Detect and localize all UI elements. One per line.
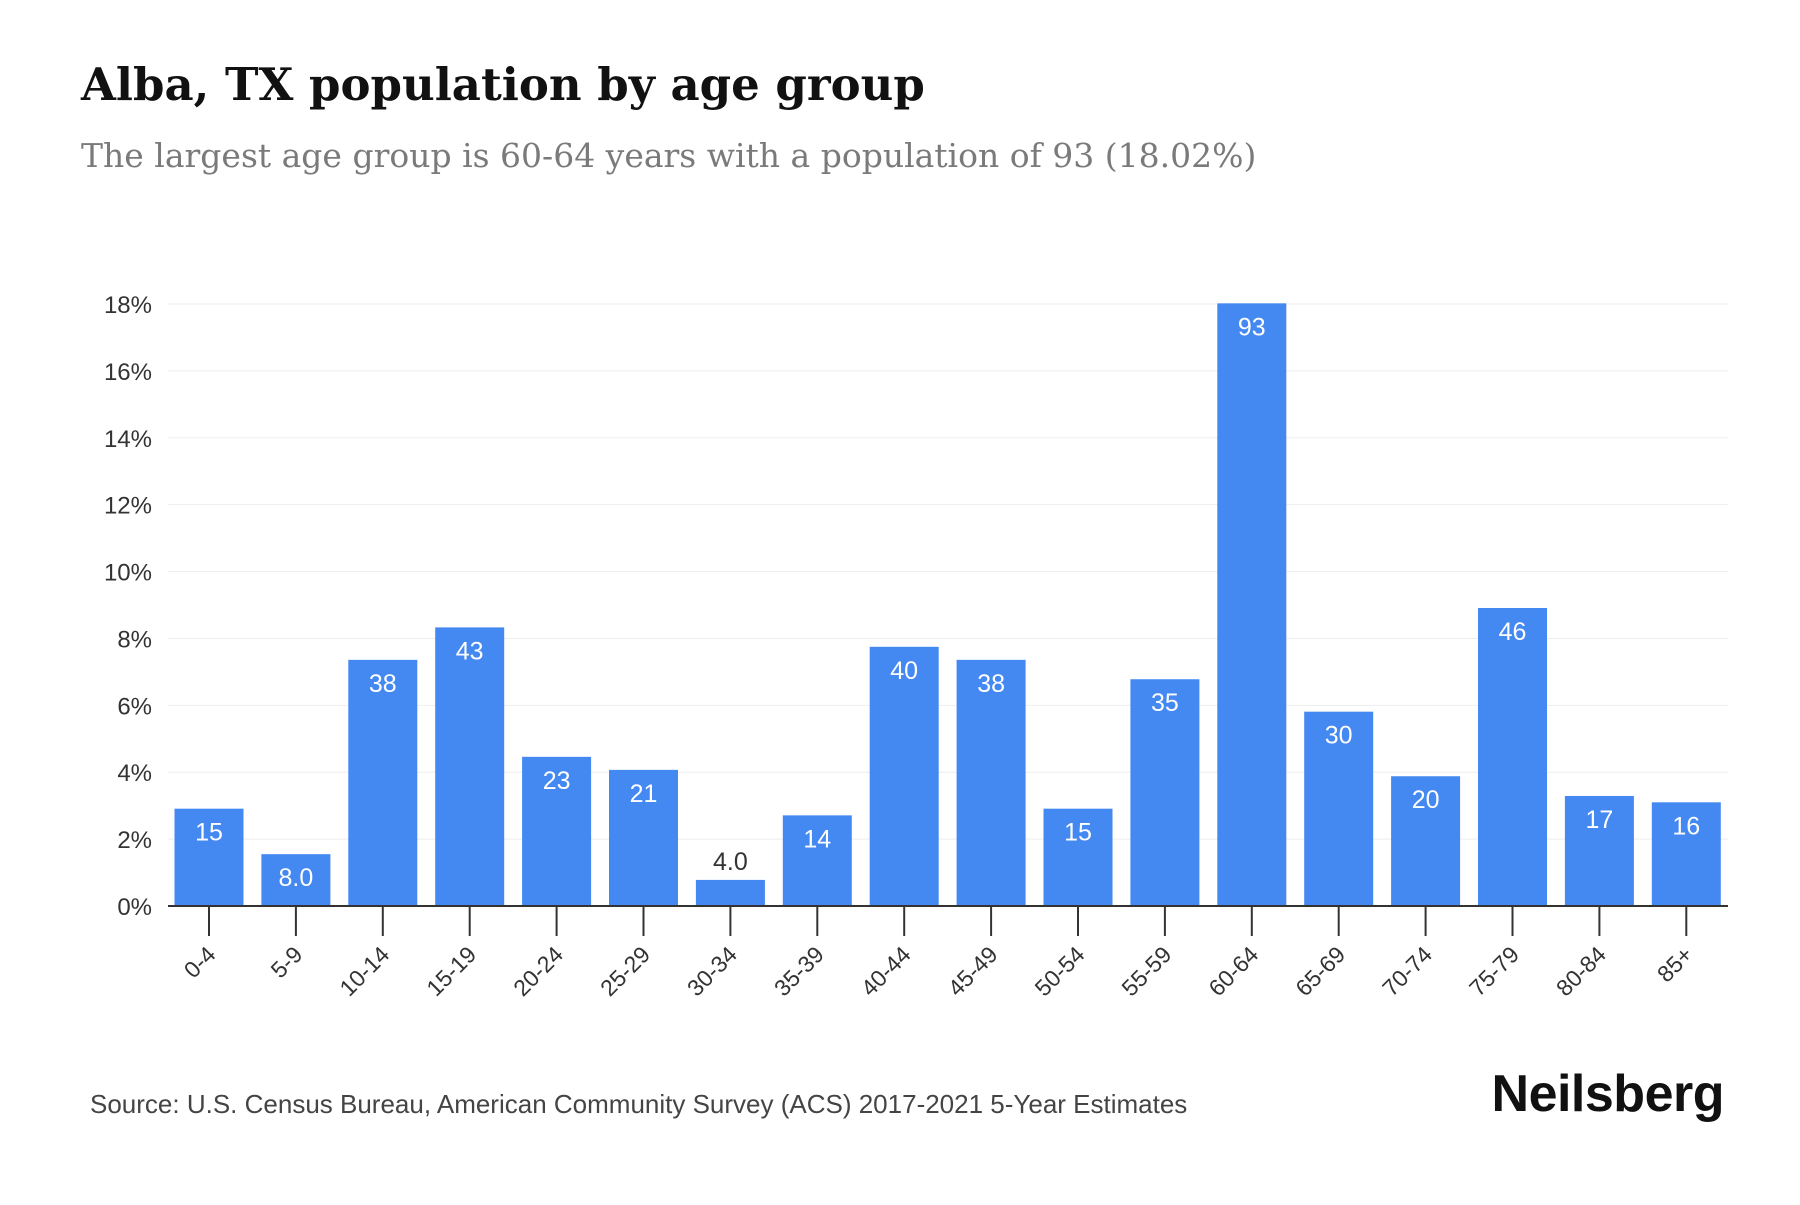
bar-65-69 bbox=[1304, 711, 1374, 906]
bars bbox=[174, 303, 1721, 906]
x-tick-label: 10-14 bbox=[334, 941, 394, 1001]
y-tick-label: 6% bbox=[117, 693, 152, 720]
y-tick-label: 8% bbox=[117, 626, 152, 653]
chart-title: Alba, TX population by age group bbox=[81, 58, 925, 111]
y-axis: 0% 2% 4% 6% 8% 10% 12% 14% 16% 18% bbox=[104, 292, 152, 921]
x-tick-label: 75-79 bbox=[1464, 941, 1524, 1001]
bar-80-84 bbox=[1564, 795, 1634, 906]
x-tick-label: 40-44 bbox=[856, 941, 916, 1001]
x-tick-label: 50-54 bbox=[1030, 941, 1090, 1001]
bar-75-79 bbox=[1478, 608, 1547, 906]
data-labels: 15 8.0 38 43 23 21 4.0 14 40 38 15 35 93 30 20 46 17 16 bbox=[195, 313, 1700, 892]
x-tick-label: 30-34 bbox=[682, 941, 742, 1001]
data-label: 40 bbox=[890, 657, 918, 685]
source-note: Source: U.S. Census Bureau, American Com… bbox=[90, 1089, 1188, 1119]
bar-5-9 bbox=[261, 854, 331, 906]
x-tick-label: 60-64 bbox=[1203, 941, 1263, 1001]
data-label: 14 bbox=[803, 825, 831, 853]
y-tick-label: 16% bbox=[104, 359, 152, 386]
gridlines bbox=[168, 303, 1728, 840]
data-label: 8.0 bbox=[279, 864, 314, 892]
x-tick-label: 5-9 bbox=[266, 941, 308, 983]
y-tick-label: 10% bbox=[104, 560, 152, 587]
bar-0-4 bbox=[174, 808, 244, 906]
data-label: 15 bbox=[1064, 819, 1092, 847]
y-tick-label: 18% bbox=[104, 292, 152, 319]
x-tick-label: 15-19 bbox=[421, 941, 481, 1001]
data-label: 20 bbox=[1412, 786, 1440, 814]
bar-40-44 bbox=[869, 646, 939, 906]
bar-10-14 bbox=[348, 659, 418, 906]
chart-subtitle: The largest age group is 60-64 years wit… bbox=[81, 136, 1257, 175]
data-label: 38 bbox=[977, 670, 1005, 698]
data-label: 16 bbox=[1672, 812, 1700, 840]
y-tick-label: 4% bbox=[117, 760, 152, 787]
bar-20-24 bbox=[522, 756, 592, 906]
x-tick-label: 45-49 bbox=[943, 941, 1003, 1001]
bar-15-19 bbox=[435, 627, 505, 906]
bar-45-49 bbox=[956, 659, 1026, 906]
bar-70-74 bbox=[1391, 776, 1461, 906]
y-tick-label: 14% bbox=[104, 426, 152, 453]
brand-logo: Neilsberg bbox=[1491, 1065, 1725, 1123]
x-tick-label: 65-69 bbox=[1290, 941, 1350, 1001]
y-tick-label: 2% bbox=[117, 827, 152, 854]
x-tick-label: 55-59 bbox=[1116, 941, 1176, 1001]
bar-85+ bbox=[1651, 802, 1721, 906]
x-tick-label: 85+ bbox=[1652, 941, 1698, 987]
y-tick-label: 12% bbox=[104, 493, 152, 520]
bar-55-59 bbox=[1130, 679, 1200, 906]
bar-25-29 bbox=[609, 769, 678, 906]
x-tick-label: 70-74 bbox=[1377, 941, 1437, 1001]
data-label: 17 bbox=[1585, 806, 1613, 834]
x-axis: 0-4 5-9 10-14 15-19 20-24 25-29 30-34 35-39 40-4… bbox=[168, 905, 1728, 1001]
data-label: 93 bbox=[1238, 313, 1266, 341]
bar-35-39 bbox=[782, 815, 852, 906]
bar-30-34 bbox=[695, 879, 765, 906]
x-tick-label: 35-39 bbox=[769, 941, 829, 1001]
data-label: 43 bbox=[456, 637, 484, 665]
data-label: 35 bbox=[1151, 689, 1179, 717]
y-tick-label: 0% bbox=[117, 894, 152, 921]
bar-50-54 bbox=[1043, 808, 1113, 906]
data-label: 38 bbox=[369, 670, 397, 698]
data-label: 46 bbox=[1499, 618, 1527, 646]
x-tick-label: 25-29 bbox=[595, 941, 655, 1001]
data-label: 23 bbox=[543, 767, 571, 795]
x-tick-label: 0-4 bbox=[179, 941, 221, 983]
bar-60-64 bbox=[1217, 303, 1287, 906]
data-label: 4.0 bbox=[713, 848, 748, 876]
x-tick-label: 20-24 bbox=[508, 941, 568, 1001]
data-label: 15 bbox=[195, 819, 223, 847]
x-tick-label: 80-84 bbox=[1551, 941, 1611, 1001]
data-label: 30 bbox=[1325, 722, 1353, 750]
data-label: 21 bbox=[630, 780, 658, 808]
